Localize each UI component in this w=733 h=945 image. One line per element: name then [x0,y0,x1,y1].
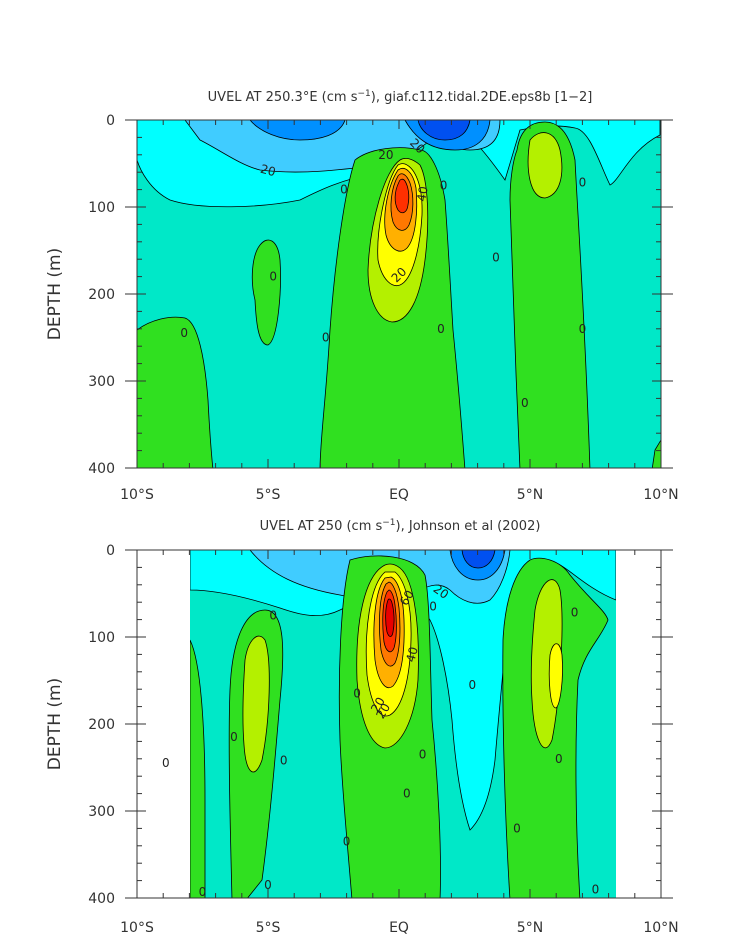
top-contour-field [137,120,661,468]
top-contour-label: 20 [259,162,277,179]
bottom-contour-label: 0 [343,834,351,848]
top-x-tick-5n: 5°N [517,487,543,503]
top-contour-label: 0 [492,250,500,264]
top-contour-label: 40 [414,185,430,202]
top-contour-label: 0 [579,322,587,336]
bottom-contour-label: 0 [280,754,288,768]
top-westward-layer-40 [417,120,471,141]
bottom-eastward-yellow-5n [548,643,563,709]
bottom-x-tick-eq: EQ [389,920,409,936]
bottom-contour-label: 0 [513,821,521,835]
top-eastward-patch-5s [251,239,281,346]
bottom-eastward-edge-8s [190,639,206,898]
top-axis-ticks [125,119,673,469]
bottom-contour-label: 0 [269,608,277,622]
top-contour-label: 0 [180,326,188,340]
top-y-tick-400: 400 [88,461,115,477]
bottom-contour-label: 0 [353,687,361,701]
bottom-euc-core [385,598,395,637]
bottom-contour-label: 40 [403,645,420,663]
bottom-contour-label: 0 [429,600,437,614]
bottom-panel: UVEL AT 250 (cm s−1), Johnson et al (200… [45,518,679,936]
top-eastward-edge-10n [651,439,661,468]
bottom-contour-label: 20 [368,695,388,715]
bottom-y-tick-200: 200 [88,717,115,733]
top-y-tick-300: 300 [88,374,115,390]
top-chart-title: UVEL AT 250.3°E (cm s−1), giaf.c112.tida… [208,89,593,105]
bottom-x-tick-5s: 5°S [256,920,281,936]
bottom-x-tick-10n: 10°N [643,920,678,936]
bottom-y-axis-label: DEPTH (m) [45,678,65,770]
bottom-eastward-band-5n [502,557,609,898]
bottom-y-tick-300: 300 [88,804,115,820]
bottom-y-tick-100: 100 [88,630,115,646]
top-x-tick-eq: EQ [389,487,409,503]
top-x-tick-10s: 10°S [120,487,154,503]
top-eastward-band-5n [509,121,591,468]
top-y-tick-200: 200 [88,287,115,303]
top-x-tick-10n: 10°N [643,487,678,503]
bottom-y-tick-0: 0 [106,543,115,559]
bottom-y-tick-labels: 0 100 200 300 400 [88,543,115,907]
top-x-tick-5s: 5°S [256,487,281,503]
bottom-contour-label: 20 [373,701,393,721]
top-panel: UVEL AT 250.3°E (cm s−1), giaf.c112.tida… [45,89,679,503]
bottom-chart-title: UVEL AT 250 (cm s−1), Johnson et al (200… [260,518,541,534]
bottom-x-tick-5n: 5°N [517,920,543,936]
bottom-contour-label: 60 [397,588,417,608]
top-contour-label: 0 [579,176,587,190]
bottom-contour-label: 0 [162,756,170,770]
bottom-x-tick-labels: 10°S 5°S EQ 5°N 10°N [120,920,679,936]
top-contour-label: 20 [378,148,393,162]
top-contour-label: 0 [269,270,277,284]
bottom-contour-label: 0 [592,882,600,896]
bottom-eastward-light-5s [242,635,270,773]
top-euc-core [394,178,410,214]
top-y-axis-label: DEPTH (m) [45,248,65,340]
top-contour-label: 0 [440,178,448,192]
bottom-contour-label: 0 [419,747,427,761]
bottom-y-tick-400: 400 [88,891,115,907]
top-contour-label: 0 [521,396,529,410]
top-y-tick-labels: 0 100 200 300 400 [88,113,115,477]
top-eastward-patch-5n-light [527,132,563,199]
top-contour-label: 0 [437,322,445,336]
bottom-contour-label: 0 [403,787,411,801]
top-eastward-patch-10s [137,316,214,468]
bottom-x-tick-10s: 10°S [120,920,154,936]
bottom-westward-layer-40 [461,550,496,569]
bottom-contour-label: 0 [469,678,477,692]
bottom-contour-label: 0 [571,606,579,620]
bottom-axis-ticks [125,549,673,899]
bottom-contour-label: 0 [199,885,207,899]
bottom-contour-label: 0 [555,752,563,766]
top-x-tick-labels: 10°S 5°S EQ 5°N 10°N [120,487,679,503]
top-y-tick-0: 0 [106,113,115,129]
top-contour-label: 0 [340,183,348,197]
top-y-tick-100: 100 [88,200,115,216]
bottom-contour-label: 0 [264,878,272,892]
bottom-contour-label: 0 [230,730,238,744]
bottom-contour-field [190,550,616,898]
top-contour-label: 0 [322,331,330,345]
